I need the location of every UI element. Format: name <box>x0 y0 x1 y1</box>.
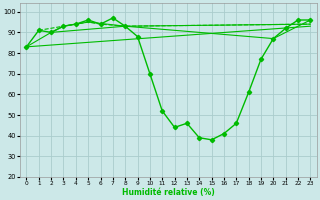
X-axis label: Humidité relative (%): Humidité relative (%) <box>122 188 215 197</box>
